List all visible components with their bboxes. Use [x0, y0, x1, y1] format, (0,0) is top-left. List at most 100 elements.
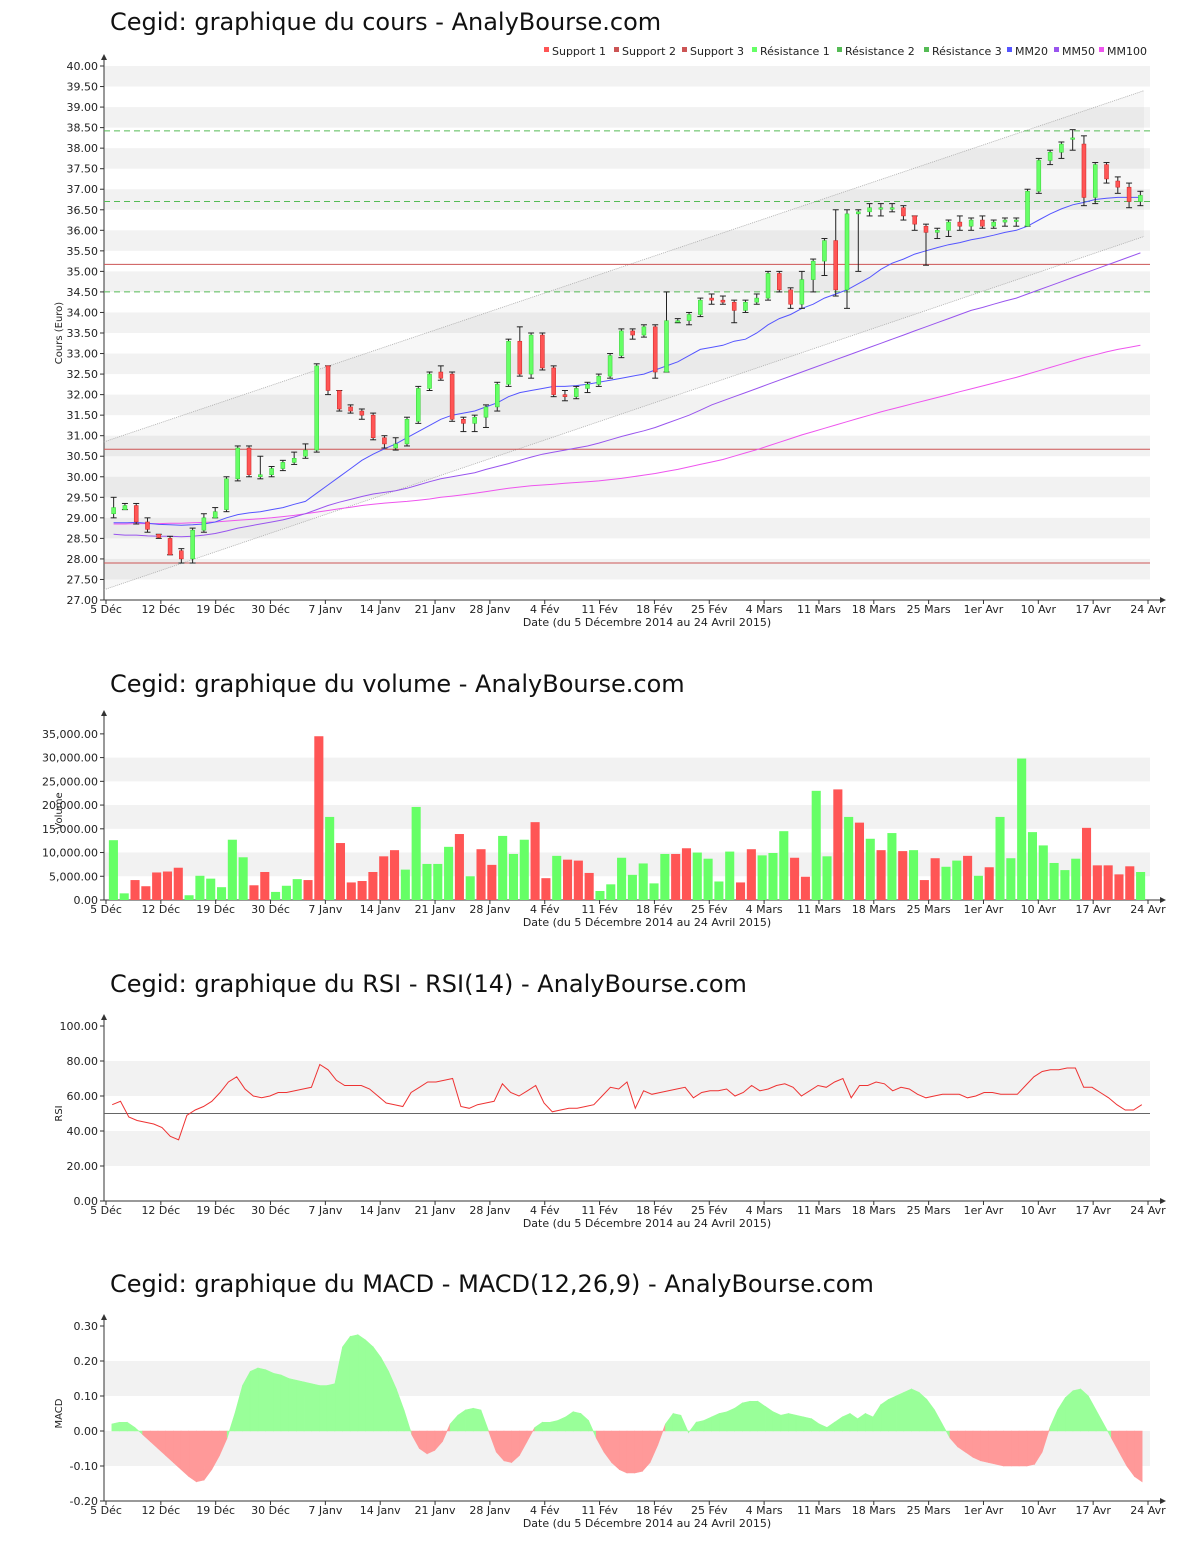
x-tick-label: 1er Avr: [964, 603, 1004, 616]
macd-area-negative: [173, 1430, 182, 1471]
macd-area-negative: [988, 1430, 997, 1465]
candle-up: [111, 507, 116, 514]
macd-area-positive: [572, 1411, 582, 1432]
rsi-chart-title: Cegid: graphique du RSI - RSI(14) - Anal…: [110, 970, 747, 998]
x-tick-label: 17 Avr: [1075, 603, 1111, 616]
macd-area-positive: [818, 1423, 828, 1432]
volume-bar-up: [1136, 871, 1146, 900]
macd-area-positive: [472, 1407, 482, 1432]
macd-area-positive: [542, 1421, 551, 1432]
x-tick-label: 24 Avr: [1130, 1204, 1166, 1217]
legend-swatch: [544, 47, 549, 52]
y-tick-label: 28.50: [67, 532, 99, 545]
macd-area-positive: [1057, 1396, 1066, 1432]
volume-bar-down: [1125, 866, 1135, 900]
macd-area-positive: [565, 1411, 574, 1432]
candle-up: [596, 375, 602, 385]
x-tick-label: 18 Fév: [636, 903, 673, 916]
candle-down: [957, 221, 963, 227]
grid-band: [104, 271, 1150, 292]
macd-area-positive: [365, 1339, 374, 1432]
legend-label: Support 3: [690, 45, 744, 58]
volume-bar-up: [195, 875, 205, 900]
rsi-chart: 0.00 20.00 40.00 60.00 80.00 100.00 5 Déc 12 Dé…: [54, 1014, 1166, 1230]
candle-up: [404, 419, 410, 445]
macd-area-negative: [1026, 1430, 1035, 1467]
volume-bar-up: [400, 869, 410, 900]
candle-down: [348, 406, 353, 412]
candle-up: [1036, 160, 1042, 192]
volume-bar-down: [1081, 827, 1092, 900]
candle-up: [528, 334, 534, 375]
volume-bar-up: [206, 878, 216, 900]
volume-bar-down: [389, 850, 400, 900]
macd-area-negative: [972, 1430, 981, 1462]
macd-area-negative: [180, 1430, 190, 1478]
x-tick-label: 21 Janv: [415, 903, 456, 916]
grid-band: [104, 757, 1150, 782]
candle-down: [630, 330, 635, 336]
macd-area-positive: [1072, 1388, 1081, 1432]
x-tick-label: 10 Avr: [1021, 1204, 1057, 1217]
x-tick-label: 17 Avr: [1075, 1504, 1111, 1517]
x-tick-label: 30 Déc: [251, 1204, 290, 1217]
volume-bar-up: [844, 816, 854, 900]
candle-up: [867, 207, 872, 213]
volume-bar-down: [963, 855, 973, 900]
x-tick-label: 21 Janv: [415, 1204, 456, 1217]
y-tick-label: 0.20: [74, 1355, 99, 1368]
candle-up: [269, 468, 274, 475]
macd-area-positive: [349, 1334, 359, 1432]
macd-area-positive: [557, 1416, 566, 1432]
candle-up: [675, 320, 681, 323]
x-tick-label: 4 Mars: [746, 903, 783, 916]
y-tick-label: 20,000.00: [42, 799, 98, 812]
volume-bar-down: [541, 878, 551, 900]
volume-bar-up: [887, 833, 897, 900]
macd-area-positive: [280, 1374, 289, 1432]
x-tick-label: 25 Mars: [907, 1204, 951, 1217]
legend-swatch: [1099, 47, 1104, 52]
volume-bar-down: [573, 860, 583, 900]
x-tick-label: 5 Déc: [90, 903, 122, 916]
x-tick-label: 28 Janv: [469, 903, 510, 916]
y-tick-label: 25,000.00: [42, 775, 98, 788]
grid-band: [104, 558, 1150, 580]
macd-area-positive: [319, 1385, 328, 1432]
candle-up: [506, 340, 511, 385]
candle-down: [438, 371, 444, 379]
volume-bar-down: [562, 859, 573, 900]
volume-bar-down: [833, 789, 843, 900]
macd-area-negative: [626, 1430, 635, 1474]
candle-down: [461, 419, 466, 424]
volume-bar-up: [108, 840, 118, 900]
y-tick-label: 40.00: [67, 1125, 99, 1138]
macd-area-positive: [726, 1407, 735, 1432]
x-tick-label: 24 Avr: [1130, 1504, 1166, 1517]
macd-area-positive: [911, 1388, 920, 1432]
volume-bar-up: [433, 863, 443, 900]
candle-up: [1059, 143, 1064, 153]
volume-bar-down: [919, 880, 929, 900]
candle-up: [122, 505, 128, 510]
candle-up: [201, 517, 207, 531]
volume-bar-up: [1027, 832, 1038, 900]
volume-bar-down: [984, 867, 994, 900]
volume-bar-down: [530, 822, 540, 900]
x-axis-arrow: [1160, 897, 1166, 903]
candle-up: [585, 384, 590, 389]
y-tick-label: 39.50: [67, 81, 99, 94]
volume-bar-down: [368, 871, 378, 900]
macd-area-positive: [711, 1413, 720, 1432]
x-tick-label: 4 Fév: [530, 903, 560, 916]
macd-area-positive: [549, 1420, 559, 1432]
macd-area-positive: [465, 1407, 474, 1432]
volume-bar-up: [822, 856, 832, 900]
x-tick-label: 7 Janv: [308, 903, 342, 916]
x-tick-label: 11 Fév: [581, 1504, 618, 1517]
candle-up: [878, 207, 884, 210]
candle-down: [540, 334, 545, 369]
volume-bar-up: [465, 876, 475, 900]
volume-bar-up: [757, 855, 767, 900]
candle-down: [777, 273, 782, 291]
